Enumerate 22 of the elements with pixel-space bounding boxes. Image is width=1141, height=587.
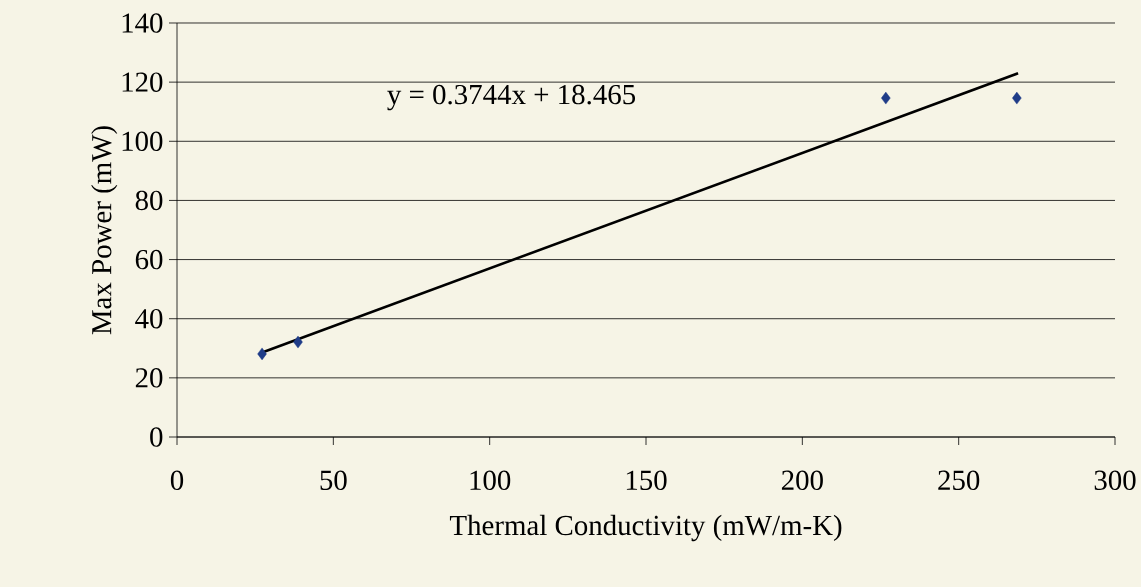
x-tick-label: 150 [626, 470, 667, 491]
y-tick-label: 140 [122, 13, 163, 33]
y-tick-label: 40 [135, 308, 163, 329]
x-tick-label: 0 [170, 470, 184, 491]
y-tick-label: 20 [135, 368, 163, 388]
y-tick-label: 120 [122, 72, 163, 92]
y-tick-label: 80 [135, 190, 163, 211]
y-axis-title: Max Power (mW) [91, 126, 118, 335]
y-tick-label: 0 [150, 427, 163, 447]
y-tick-label: 60 [135, 249, 163, 270]
x-tick-label: 250 [938, 470, 980, 491]
x-tick-label: 200 [781, 470, 823, 491]
x-tick-label: 50 [320, 470, 347, 491]
x-tick-label: 300 [1094, 470, 1136, 491]
point [881, 91, 891, 105]
point [293, 335, 303, 349]
x-tick-label: 100 [470, 470, 511, 491]
point [1012, 91, 1022, 105]
point [257, 347, 267, 361]
x-axis-title: Thermal Conductivity (mW/m-K) [449, 514, 842, 542]
y-tick-label: 100 [122, 131, 163, 152]
annotation: y = 0.3744x + 18.465 [387, 84, 636, 111]
